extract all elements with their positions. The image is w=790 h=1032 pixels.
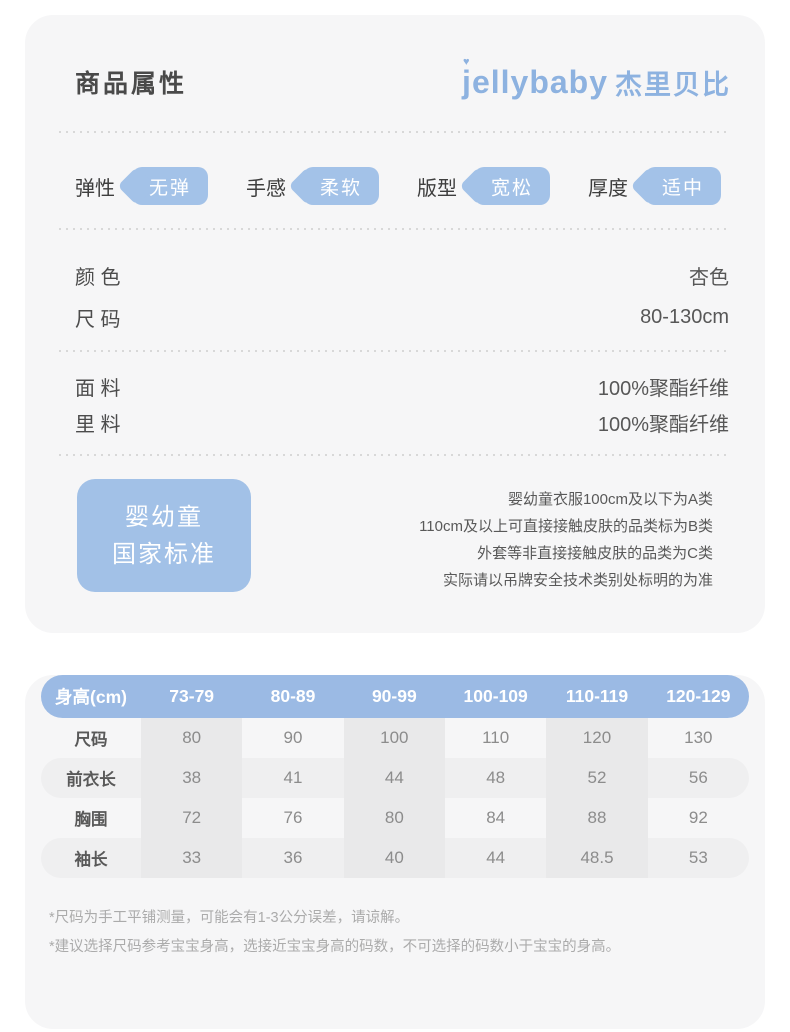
size-range-label: 尺 码 bbox=[75, 308, 121, 331]
attribute-label: 弹性 bbox=[75, 177, 115, 200]
header-cell: 80-89 bbox=[270, 686, 316, 706]
page-title: 商品属性 bbox=[75, 70, 188, 98]
size-table-header: 身高(cm) 73-79 80-89 90-99 100-109 110-119… bbox=[41, 675, 749, 718]
attribute-elasticity: 弹性 无弹 bbox=[75, 167, 208, 205]
table-cell: 44 bbox=[486, 848, 506, 867]
fabric-label: 面 料 bbox=[75, 377, 121, 400]
lining-value: 100%聚酯纤维 bbox=[597, 413, 729, 436]
standard-note-line: 外套等非直接接触皮肤的品类为C类 bbox=[477, 545, 713, 562]
color-label: 颜 色 bbox=[75, 266, 121, 289]
header-cell: 120-129 bbox=[666, 686, 731, 706]
attribute-thickness: 厚度 适中 bbox=[588, 167, 721, 205]
attribute-feel: 手感 柔软 bbox=[246, 167, 379, 205]
color-row: 颜 色 杏色 bbox=[59, 254, 731, 296]
table-cell: 36 bbox=[283, 848, 303, 867]
header-cell: 90-99 bbox=[371, 686, 417, 706]
table-cell: 40 bbox=[343, 838, 445, 878]
attribute-label: 版型 bbox=[417, 177, 457, 200]
table-row-sleeve: 袖长 33 36 40 44 48.5 53 bbox=[41, 838, 749, 878]
attribute-pills-row: 弹性 无弹 手感 柔软 版型 宽松 厚度 适中 bbox=[59, 166, 731, 206]
table-cell: 44 bbox=[343, 758, 445, 798]
table-cell: 48 bbox=[486, 768, 506, 787]
standard-note-line: 110cm及以上可直接接触皮肤的品类标为B类 bbox=[419, 518, 713, 535]
footnote-line: *建议选择尺码参考宝宝身高，选接近宝宝身高的码数，不可选择的码数小于宝宝的身高。 bbox=[49, 939, 621, 955]
brand-logo-latin: ♥ jellybaby bbox=[462, 55, 608, 100]
size-range-row: 尺 码 80-130cm bbox=[59, 296, 731, 338]
national-standard-badge: 婴幼童 国家标准 bbox=[77, 479, 251, 592]
row-label: 胸围 bbox=[74, 811, 108, 829]
table-cell: 130 bbox=[684, 728, 713, 747]
table-cell: 56 bbox=[688, 768, 708, 787]
table-cell: 53 bbox=[688, 848, 708, 867]
color-size-section: 颜 色 杏色 尺 码 80-130cm bbox=[59, 230, 731, 350]
row-label: 袖长 bbox=[74, 851, 108, 869]
product-attributes-card: 商品属性 ♥ jellybaby 杰里贝比 弹性 无弹 手感 柔软 版型 宽松 … bbox=[25, 15, 765, 633]
dotted-divider bbox=[59, 131, 731, 133]
attribute-value-tag: 适中 bbox=[645, 167, 721, 205]
table-cell: 92 bbox=[688, 808, 708, 827]
table-cell: 80 bbox=[141, 718, 243, 758]
table-row-chest: 胸围 72 76 80 84 88 92 bbox=[41, 798, 749, 838]
badge-line1: 婴幼童 bbox=[125, 503, 203, 531]
table-cell: 110 bbox=[482, 728, 510, 747]
standard-note-line: 实际请以吊牌安全技术类别处标明的为准 bbox=[442, 572, 713, 589]
attribute-label: 手感 bbox=[246, 177, 286, 200]
table-cell: 76 bbox=[283, 808, 303, 827]
color-value: 杏色 bbox=[689, 266, 729, 289]
size-range-value: 80-130cm bbox=[640, 305, 729, 328]
brand-logo-chinese: 杰里贝比 bbox=[615, 69, 731, 100]
header-cell: 100-109 bbox=[463, 686, 528, 706]
table-cell: 72 bbox=[141, 798, 243, 838]
header-cell: 110-119 bbox=[565, 686, 629, 706]
table-cell: 52 bbox=[546, 758, 648, 798]
table-cell: 90 bbox=[283, 728, 303, 747]
standard-notes: 婴幼童衣服100cm及以下为A类 110cm及以上可直接接触皮肤的品类标为B类 … bbox=[419, 479, 731, 594]
lining-row: 里 料 100%聚酯纤维 bbox=[59, 404, 731, 440]
table-cell: 88 bbox=[546, 798, 648, 838]
national-standard-section: 婴幼童 国家标准 婴幼童衣服100cm及以下为A类 110cm及以上可直接接触皮… bbox=[59, 479, 731, 594]
table-row-size: 尺码 80 90 100 110 120 130 bbox=[41, 718, 749, 758]
brand-logo: ♥ jellybaby 杰里贝比 bbox=[462, 55, 731, 102]
table-cell: 100 bbox=[343, 718, 445, 758]
row-label: 尺码 bbox=[74, 731, 108, 749]
table-cell: 38 bbox=[141, 758, 243, 798]
attribute-value-tag: 宽松 bbox=[474, 167, 550, 205]
footnote-line: *尺码为手工平铺测量，可能会有1-3公分误差，请谅解。 bbox=[49, 910, 410, 926]
table-cell: 120 bbox=[546, 718, 648, 758]
table-cell: 84 bbox=[486, 808, 506, 827]
attribute-value-tag: 无弹 bbox=[132, 167, 208, 205]
table-cell: 33 bbox=[141, 838, 243, 878]
header-cell: 73-79 bbox=[169, 686, 215, 706]
badge-line2: 国家标准 bbox=[112, 540, 216, 568]
table-row-front-length: 前衣长 38 41 44 48 52 56 bbox=[41, 758, 749, 798]
dotted-divider bbox=[59, 350, 731, 352]
attribute-fit: 版型 宽松 bbox=[417, 167, 550, 205]
header-cell-height: 身高(cm) bbox=[55, 687, 127, 707]
dotted-divider bbox=[59, 228, 731, 230]
card-header: 商品属性 ♥ jellybaby 杰里贝比 bbox=[59, 15, 731, 103]
fabric-value: 100%聚酯纤维 bbox=[597, 377, 729, 400]
row-label: 前衣长 bbox=[66, 771, 116, 789]
table-cell: 80 bbox=[343, 798, 445, 838]
table-cell: 48.5 bbox=[546, 838, 648, 878]
lining-label: 里 料 bbox=[75, 413, 121, 436]
table-cell: 41 bbox=[283, 768, 303, 787]
standard-note-line: 婴幼童衣服100cm及以下为A类 bbox=[507, 491, 713, 508]
heart-icon: ♥ bbox=[463, 55, 471, 68]
attribute-label: 厚度 bbox=[588, 177, 628, 200]
attribute-value-tag: 柔软 bbox=[303, 167, 379, 205]
fabric-row: 面 料 100%聚酯纤维 bbox=[59, 368, 731, 404]
size-table-card: 身高(cm) 73-79 80-89 90-99 100-109 110-119… bbox=[25, 675, 765, 1029]
size-table-footnotes: *尺码为手工平铺测量，可能会有1-3公分误差，请谅解。 *建议选择尺码参考宝宝身… bbox=[49, 904, 749, 962]
fabric-section: 面 料 100%聚酯纤维 里 料 100%聚酯纤维 bbox=[59, 352, 731, 454]
dotted-divider bbox=[59, 454, 731, 456]
